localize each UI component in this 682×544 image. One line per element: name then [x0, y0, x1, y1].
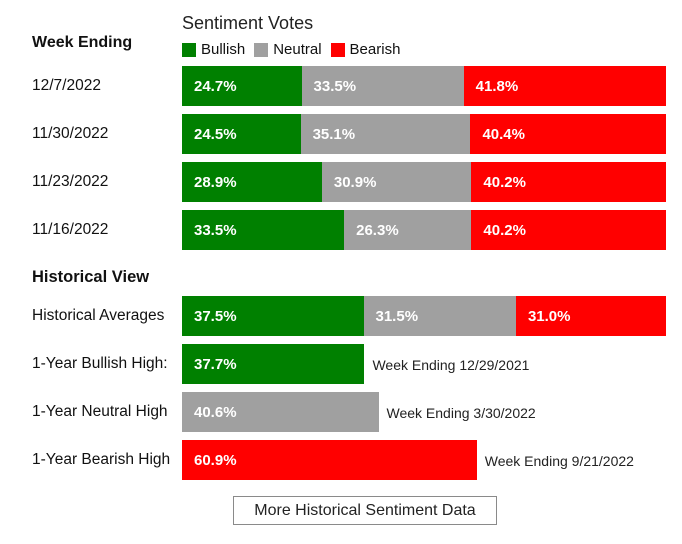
stacked-bar-historical-averages: 37.5% 31.5% 31.0% — [182, 296, 666, 336]
row-label: 11/30/2022 — [32, 125, 109, 142]
legend-label-neutral: Neutral — [273, 41, 322, 58]
row-label: 11/23/2022 — [32, 173, 109, 190]
bar-segment-neutral: 26.3% — [344, 210, 472, 250]
legend-swatch-neutral — [254, 42, 269, 57]
legend-item-bullish: Bullish — [182, 41, 245, 58]
row-label: 1-Year Bearish High — [32, 451, 171, 468]
bar-segment-bullish: 37.5% — [182, 296, 364, 336]
high-bar-1-year-neutral-high: 40.6% — [182, 392, 379, 432]
week-ending-heading: Week Ending — [32, 34, 133, 51]
legend-item-bearish: Bearish — [330, 41, 401, 58]
legend-label-bearish: Bearish — [349, 41, 401, 58]
bar-segment-neutral: 33.5% — [301, 66, 464, 106]
historical-view-heading: Historical View — [32, 268, 150, 286]
bar-segment-neutral: 35.1% — [300, 114, 471, 154]
bar-segment-bullish: 28.9% — [182, 162, 322, 202]
high-annotation: Week Ending 9/21/2022 — [484, 453, 634, 469]
bar-segment-neutral: 31.5% — [363, 296, 516, 336]
bar-segment-bullish: 24.5% — [182, 114, 301, 154]
legend-swatch-bullish — [182, 42, 196, 57]
sentiment-votes-title: Sentiment Votes — [182, 13, 314, 33]
high-bar-1-year-bullish-high: 37.7% — [182, 344, 365, 384]
bar-segment-bearish: 31.0% — [515, 296, 666, 336]
row-label: 1-Year Bullish High: — [32, 355, 168, 372]
stacked-bar-11-16-2022: 33.5% 26.3% 40.2% — [182, 210, 666, 250]
high-bar-1-year-bearish-high: 60.9% — [182, 440, 477, 480]
bar-segment-bearish: 41.8% — [463, 66, 666, 106]
stacked-bar-11-23-2022: 28.9% 30.9% 40.2% — [182, 162, 666, 202]
row-label: 12/7/2022 — [32, 77, 101, 94]
more-historical-data-button[interactable]: More Historical Sentiment Data — [233, 496, 497, 525]
high-annotation: Week Ending 3/30/2022 — [386, 405, 536, 421]
row-label: Historical Averages — [32, 307, 165, 324]
bar-segment-bullish: 33.5% — [182, 210, 345, 250]
row-label: 1-Year Neutral High — [32, 403, 168, 420]
stacked-bar-12-7-2022: 24.7% 33.5% 41.8% — [182, 66, 666, 106]
bar-segment-bearish: 40.4% — [470, 114, 666, 154]
legend-item-neutral: Neutral — [254, 41, 322, 58]
legend-label-bullish: Bullish — [201, 41, 246, 58]
legend-swatch-bearish — [330, 42, 345, 57]
high-annotation: Week Ending 12/29/2021 — [372, 357, 530, 373]
stacked-bar-11-30-2022: 24.5% 35.1% 40.4% — [182, 114, 666, 154]
legend: Bullish Neutral Bearish — [182, 41, 409, 58]
bar-segment-neutral: 30.9% — [321, 162, 472, 202]
bar-segment-bearish: 40.2% — [471, 162, 666, 202]
bar-segment-bearish: 40.2% — [471, 210, 666, 250]
row-label: 11/16/2022 — [32, 221, 109, 238]
bar-segment-bullish: 24.7% — [182, 66, 302, 106]
